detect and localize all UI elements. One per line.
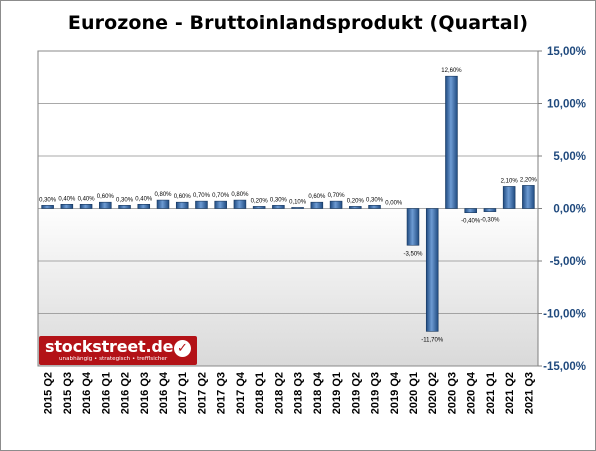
y-tick-label: 0,00% — [553, 204, 586, 216]
bar — [252, 206, 266, 209]
bar — [156, 199, 170, 209]
bar — [99, 201, 112, 209]
x-tick-label: 2020 Q2 — [427, 372, 439, 414]
data-label: -3,50% — [403, 251, 423, 257]
y-tick-label: 15,00% — [547, 46, 586, 58]
data-label: 0,20% — [347, 198, 365, 204]
bar — [310, 201, 324, 209]
x-tick-label: 2018 Q4 — [312, 371, 324, 414]
y-tick-label: -10,00% — [543, 309, 586, 321]
data-label: 0,00% — [385, 201, 403, 207]
y-tick-label: 10,00% — [547, 99, 586, 111]
x-tick-label: 2018 Q2 — [273, 372, 285, 414]
x-tick-label: 2016 Q4 — [81, 371, 93, 414]
bar — [502, 186, 516, 209]
x-tick-label: 2019 Q3 — [370, 372, 382, 414]
x-tick-label: 2017 Q3 — [216, 372, 228, 414]
x-tick-label: 2016 Q2 — [120, 372, 132, 414]
data-label: 0,10% — [289, 199, 307, 205]
data-label: 0,60% — [97, 194, 115, 200]
x-tick-label: 2017 Q1 — [177, 372, 189, 414]
bar — [214, 200, 227, 209]
x-tick-label: 2017 Q4 — [235, 371, 247, 414]
bar — [483, 208, 497, 212]
bar — [60, 204, 74, 209]
data-label: 0,30% — [366, 197, 384, 203]
bar — [79, 204, 93, 209]
y-tick-label: 5,00% — [553, 151, 586, 163]
bar — [137, 204, 151, 209]
x-tick-label: 2018 Q3 — [293, 372, 305, 414]
bar — [522, 185, 535, 209]
x-tick-label: 2016 Q4 — [158, 371, 170, 414]
data-label: 0,80% — [231, 192, 249, 198]
x-tick-label: 2020 Q4 — [466, 371, 478, 414]
y-tick-label: -5,00% — [550, 256, 586, 268]
logo-name: stockstreet.de — [45, 337, 174, 356]
x-tick-label: 2015 Q2 — [43, 372, 55, 414]
x-tick-label: 2019 Q1 — [331, 372, 343, 414]
x-tick-label: 2018 Q1 — [254, 372, 266, 414]
bar — [349, 206, 362, 209]
x-tick-label: 2020 Q3 — [446, 372, 458, 414]
data-label: 0,20% — [251, 198, 269, 204]
data-label: -0,30% — [480, 218, 500, 224]
bar — [233, 199, 247, 209]
x-tick-label: 2021 Q1 — [485, 372, 497, 414]
x-tick-label: 2016 Q3 — [139, 372, 151, 414]
data-label: 0,30% — [39, 197, 57, 203]
bar — [118, 205, 131, 209]
data-label: 0,30% — [270, 197, 288, 203]
bar — [368, 205, 381, 209]
x-tick-label: 2016 Q1 — [100, 372, 112, 414]
logo-tagline: unabhängig • strategisch • trefflsicher — [59, 356, 168, 362]
bar — [41, 205, 54, 209]
x-tick-label: 2021 Q2 — [504, 372, 516, 414]
data-label: 0,70% — [193, 193, 211, 199]
bar — [272, 205, 285, 209]
data-label: -0,40% — [461, 219, 481, 225]
bar — [425, 208, 439, 332]
chart-title: Eurozone - Bruttoinlandsprodukt (Quartal… — [67, 12, 529, 34]
bar — [329, 200, 343, 209]
y-tick-label: -15,00% — [543, 361, 586, 373]
bar — [445, 75, 458, 209]
bar — [291, 207, 304, 209]
bar — [464, 208, 477, 213]
data-label: 0,70% — [328, 193, 346, 199]
x-tick-label: 2019 Q2 — [350, 372, 362, 414]
data-label: -11,70% — [421, 337, 444, 343]
data-label: 0,60% — [308, 194, 326, 200]
bar — [406, 208, 420, 246]
bar — [175, 201, 189, 209]
check-icon: ✓ — [174, 340, 191, 357]
data-label: 0,70% — [212, 193, 230, 199]
bar — [195, 200, 208, 209]
x-tick-label: 2017 Q2 — [196, 372, 208, 414]
data-label: 12,60% — [441, 68, 462, 74]
data-label: 2,10% — [501, 178, 519, 184]
data-label: 0,60% — [174, 194, 192, 200]
data-label: 0,80% — [154, 192, 172, 198]
x-tick-label: 2021 Q3 — [523, 372, 535, 414]
x-tick-label: 2015 Q3 — [62, 372, 74, 414]
data-label: 0,40% — [135, 196, 153, 202]
x-tick-label: 2020 Q1 — [408, 372, 420, 414]
x-tick-label: 2019 Q4 — [389, 371, 401, 414]
data-label: 0,40% — [78, 196, 96, 202]
data-label: 2,20% — [520, 177, 538, 183]
stockstreet-logo: stockstreet.de unabhängig • strategisch … — [39, 336, 197, 365]
data-label: 0,30% — [116, 197, 134, 203]
data-label: 0,40% — [58, 196, 76, 202]
